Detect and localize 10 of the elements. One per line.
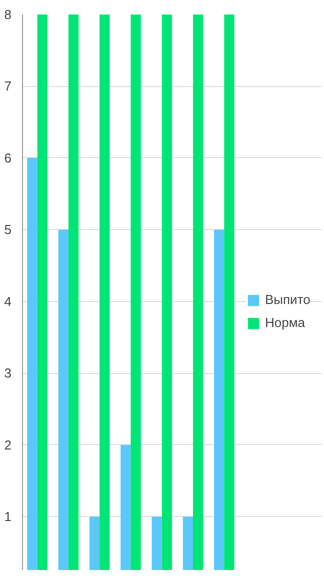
legend-label: Выпито — [265, 292, 310, 307]
y-tick-label: 1 — [4, 509, 12, 524]
y-tick-label: 4 — [4, 294, 12, 309]
y-tick-label: 3 — [4, 366, 12, 381]
y-tick-label: 5 — [4, 222, 12, 238]
y-tick-label: 2 — [4, 437, 12, 452]
legend-label: Норма — [265, 315, 306, 330]
y-tick-label: 7 — [4, 78, 12, 94]
y-tick-label: 8 — [4, 7, 12, 22]
y-tick-label: 6 — [4, 150, 12, 166]
